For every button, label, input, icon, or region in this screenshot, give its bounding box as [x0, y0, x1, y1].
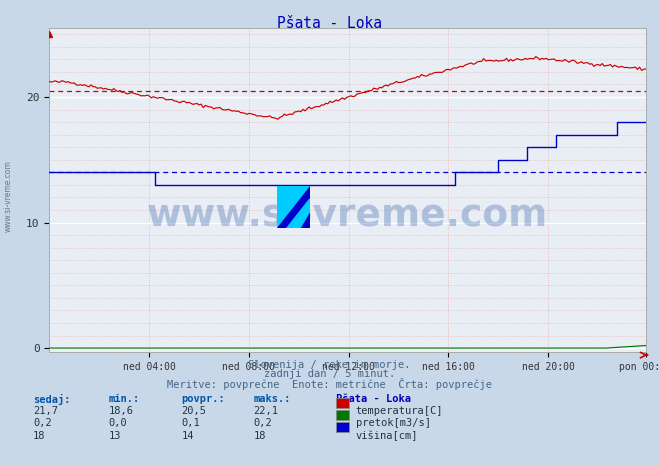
- Text: povpr.:: povpr.:: [181, 394, 225, 404]
- Polygon shape: [277, 186, 310, 228]
- Text: temperatura[C]: temperatura[C]: [356, 406, 444, 416]
- Text: 22,1: 22,1: [254, 406, 279, 416]
- Text: Pšata - Loka: Pšata - Loka: [277, 16, 382, 31]
- Text: zadnji dan / 5 minut.: zadnji dan / 5 minut.: [264, 369, 395, 379]
- Text: 13: 13: [109, 431, 121, 440]
- Text: www.si-vreme.com: www.si-vreme.com: [147, 198, 548, 234]
- Text: 0,2: 0,2: [254, 418, 272, 428]
- Polygon shape: [287, 199, 310, 228]
- Text: Slovenija / reke in morje.: Slovenija / reke in morje.: [248, 360, 411, 370]
- Text: Pšata - Loka: Pšata - Loka: [336, 394, 411, 404]
- Text: 18: 18: [254, 431, 266, 440]
- Text: pretok[m3/s]: pretok[m3/s]: [356, 418, 431, 428]
- Text: 0,0: 0,0: [109, 418, 127, 428]
- Text: 20,5: 20,5: [181, 406, 206, 416]
- Polygon shape: [277, 186, 310, 228]
- Text: sedaj:: sedaj:: [33, 394, 71, 405]
- Text: 14: 14: [181, 431, 194, 440]
- Text: min.:: min.:: [109, 394, 140, 404]
- Text: www.si-vreme.com: www.si-vreme.com: [3, 160, 13, 232]
- Text: višina[cm]: višina[cm]: [356, 431, 418, 441]
- Text: 0,1: 0,1: [181, 418, 200, 428]
- Text: Meritve: povprečne  Enote: metrične  Črta: povprečje: Meritve: povprečne Enote: metrične Črta:…: [167, 378, 492, 391]
- Text: 21,7: 21,7: [33, 406, 58, 416]
- Text: 0,2: 0,2: [33, 418, 51, 428]
- Text: 18: 18: [33, 431, 45, 440]
- Text: 18,6: 18,6: [109, 406, 134, 416]
- Text: maks.:: maks.:: [254, 394, 291, 404]
